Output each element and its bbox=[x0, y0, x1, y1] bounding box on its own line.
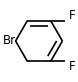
Text: F: F bbox=[69, 60, 76, 73]
Text: F: F bbox=[69, 9, 76, 22]
Text: Br: Br bbox=[3, 35, 16, 47]
